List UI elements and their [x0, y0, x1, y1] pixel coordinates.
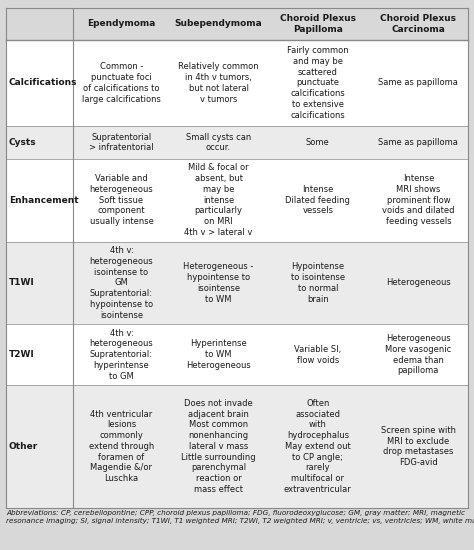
Bar	[6, 40, 468, 127]
Text: Relatively common
in 4th v tumors,
but not lateral
v tumors: Relatively common in 4th v tumors, but n…	[178, 62, 259, 103]
Text: Fairly common
and may be
scattered
punctuate
calcifications
to extensive
calcifi: Fairly common and may be scattered punct…	[287, 46, 349, 120]
Text: Supratentorial
> infratentorial: Supratentorial > infratentorial	[89, 133, 154, 152]
Text: Ependymoma: Ependymoma	[87, 19, 155, 28]
Bar	[6, 126, 468, 159]
Text: 4th v:
heterogeneous
Supratentorial:
hyperintense
to GM: 4th v: heterogeneous Supratentorial: hyp…	[90, 329, 154, 381]
Text: Common -
punctuate foci
of calcifications to
large calcifications: Common - punctuate foci of calcification…	[82, 62, 161, 103]
Text: Does not invade
adjacent brain
Most common
nonenhancing
lateral v mass
Little su: Does not invade adjacent brain Most comm…	[181, 399, 256, 494]
Text: Subependymoma: Subependymoma	[174, 19, 263, 28]
Text: Cysts: Cysts	[9, 138, 36, 147]
Text: Often
associated
with
hydrocephalus
May extend out
to CP angle;
rarely
multifoca: Often associated with hydrocephalus May …	[284, 399, 352, 494]
Text: Some: Some	[306, 138, 330, 147]
Text: Same as papilloma: Same as papilloma	[378, 138, 458, 147]
Text: Calcifications: Calcifications	[9, 79, 78, 87]
Bar	[6, 159, 468, 241]
Text: T2WI: T2WI	[9, 350, 35, 359]
Text: Enhancement: Enhancement	[9, 196, 79, 205]
Text: Abbreviations: CP, cerebellopontine; CPP, choroid plexus papilloma; FDG, fluorod: Abbreviations: CP, cerebellopontine; CPP…	[6, 510, 474, 524]
Text: Screen spine with
MRI to exclude
drop metastases
FDG-avid: Screen spine with MRI to exclude drop me…	[381, 426, 456, 467]
Text: Hypointense
to isointense
to normal
brain: Hypointense to isointense to normal brai…	[291, 262, 345, 304]
Bar	[6, 8, 468, 40]
Text: Variable and
heterogeneous
Soft tissue
component
usually intense: Variable and heterogeneous Soft tissue c…	[90, 174, 154, 226]
Text: Heterogeneous
More vasogenic
edema than
papilloma: Heterogeneous More vasogenic edema than …	[385, 334, 451, 375]
Text: Hyperintense
to WM
Heterogeneous: Hyperintense to WM Heterogeneous	[186, 339, 251, 370]
Text: Intense
Dilated feeding
vessels: Intense Dilated feeding vessels	[285, 185, 350, 216]
Text: Choroid Plexus
Papilloma: Choroid Plexus Papilloma	[280, 14, 356, 34]
Text: 4th ventricular
lesions
commonly
extend through
foramen of
Magendie &/or
Luschka: 4th ventricular lesions commonly extend …	[89, 410, 154, 483]
Text: Variable SI,
flow voids: Variable SI, flow voids	[294, 345, 341, 365]
Text: Same as papilloma: Same as papilloma	[378, 79, 458, 87]
Text: Intense
MRI shows
prominent flow
voids and dilated
feeding vessels: Intense MRI shows prominent flow voids a…	[382, 174, 455, 226]
Text: Small cysts can
occur.: Small cysts can occur.	[186, 133, 251, 152]
Text: 4th v:
heterogeneous
isointense to
GM
Supratentorial:
hypointense to
isointense: 4th v: heterogeneous isointense to GM Su…	[90, 246, 154, 320]
Text: Other: Other	[9, 442, 38, 451]
Text: Heterogeneous -
hypointense to
isointense
to WM: Heterogeneous - hypointense to isointens…	[183, 262, 254, 304]
Text: Mild & focal or
absent, but
may be
intense
particularly
on MRI
4th v > lateral v: Mild & focal or absent, but may be inten…	[184, 163, 253, 237]
Text: Choroid Plexus
Carcinoma: Choroid Plexus Carcinoma	[380, 14, 456, 34]
Text: Heterogeneous: Heterogeneous	[386, 278, 451, 288]
Bar	[6, 324, 468, 385]
Text: T1WI: T1WI	[9, 278, 35, 288]
Bar	[6, 385, 468, 508]
Bar	[6, 241, 468, 324]
